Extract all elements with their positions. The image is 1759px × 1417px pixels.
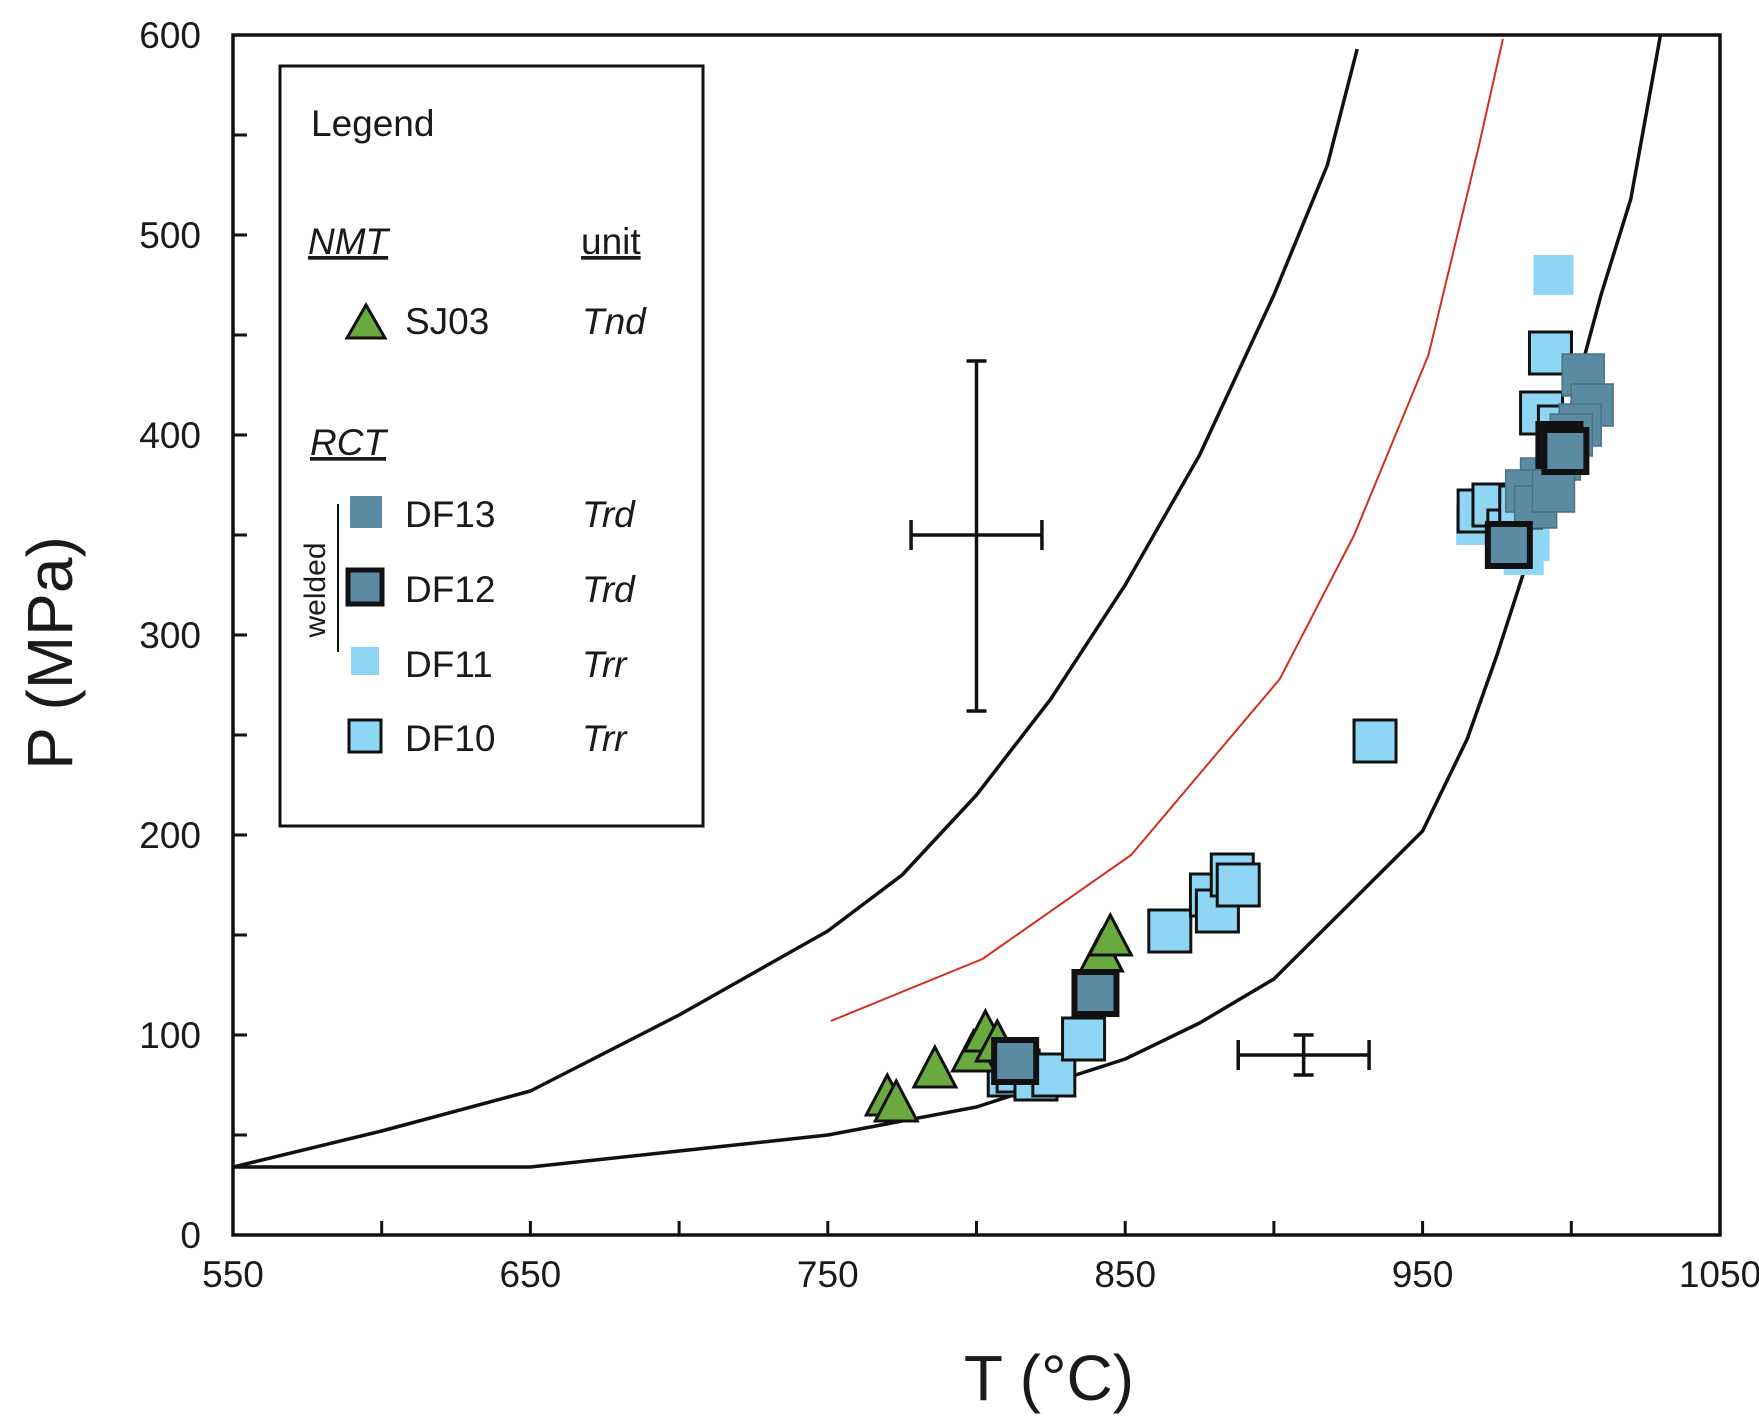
legend-title: Legend xyxy=(311,103,434,144)
legend-marker-df12 xyxy=(345,567,385,607)
y-tick-label-300: 300 xyxy=(139,615,201,656)
point-df10-6 xyxy=(1147,908,1193,954)
point-sj03-8 xyxy=(1086,911,1134,957)
legend-box xyxy=(278,64,705,828)
legend-marker-sj03 xyxy=(344,301,388,340)
axis-ticks xyxy=(231,33,1722,1237)
error-bar-2 xyxy=(1236,1033,1371,1077)
point-df10-10 xyxy=(1215,862,1261,908)
data-points-layer xyxy=(863,255,1614,1123)
point-sj03-2 xyxy=(872,1077,920,1123)
legend-marker-df13 xyxy=(350,496,382,528)
x-axis-title: T (°C) xyxy=(964,1342,1134,1414)
x-tick-label-850: 850 xyxy=(1094,1254,1156,1295)
legend-welded-label: welded xyxy=(299,542,332,638)
legend-label-df13: DF13 xyxy=(405,494,495,535)
y-tick-label-100: 100 xyxy=(139,1015,201,1056)
legend-label-df12: DF12 xyxy=(405,569,495,610)
legend-label-sj03: SJ03 xyxy=(405,301,489,342)
legend-marker-df11 xyxy=(351,647,379,675)
point-df13-9 xyxy=(1531,469,1576,513)
x-tick-label-950: 950 xyxy=(1392,1254,1454,1295)
legend-group-nmt: NMT xyxy=(308,221,391,262)
error-bar-1 xyxy=(909,359,1044,713)
legend-label-df10: DF10 xyxy=(405,718,495,759)
y-tick-label-200: 200 xyxy=(139,815,201,856)
point-df12-2 xyxy=(1071,969,1120,1017)
red-curve xyxy=(830,38,1504,1022)
y-tick-label-500: 500 xyxy=(139,215,201,256)
point-df11-1 xyxy=(1533,255,1574,295)
point-df10-5 xyxy=(1061,1016,1107,1062)
legend-unit-df10: Trr xyxy=(582,718,628,759)
y-tick-label-400: 400 xyxy=(139,415,201,456)
x-tick-label-1050: 1050 xyxy=(1679,1254,1759,1295)
point-df10-11 xyxy=(1352,718,1398,764)
y-axis-title: P (MPa) xyxy=(14,536,86,770)
x-tick-label-750: 750 xyxy=(797,1254,859,1295)
error-bars-layer xyxy=(909,359,1371,1077)
point-df12-3 xyxy=(1484,521,1533,569)
y-tick-label-600: 600 xyxy=(139,15,201,56)
legend-label-df11: DF11 xyxy=(405,644,493,685)
legend-group-rct: RCT xyxy=(310,422,388,463)
legend-unit-df11: Trr xyxy=(582,644,628,685)
point-sj03-3 xyxy=(911,1043,959,1089)
axis-tick-labels: 550 650 750 850 950 1050 0 100 200 300 400 500 600 xyxy=(139,15,1759,1295)
legend-unit-df12: Trd xyxy=(582,569,636,610)
point-df12-1 xyxy=(991,1037,1040,1085)
x-tick-label-550: 550 xyxy=(202,1254,264,1295)
y-tick-label-0: 0 xyxy=(180,1215,201,1256)
legend: Legend NMT unit SJ03 Tnd RCT welded DF13… xyxy=(278,64,705,828)
legend-unit-sj03: Tnd xyxy=(582,301,647,342)
x-tick-label-650: 650 xyxy=(500,1254,562,1295)
point-df12-5 xyxy=(1541,427,1590,475)
upper-black-curve xyxy=(233,48,1359,1169)
legend-unit-df13: Trd xyxy=(582,494,636,535)
legend-marker-df10 xyxy=(347,718,383,754)
legend-unit-header: unit xyxy=(581,221,641,262)
